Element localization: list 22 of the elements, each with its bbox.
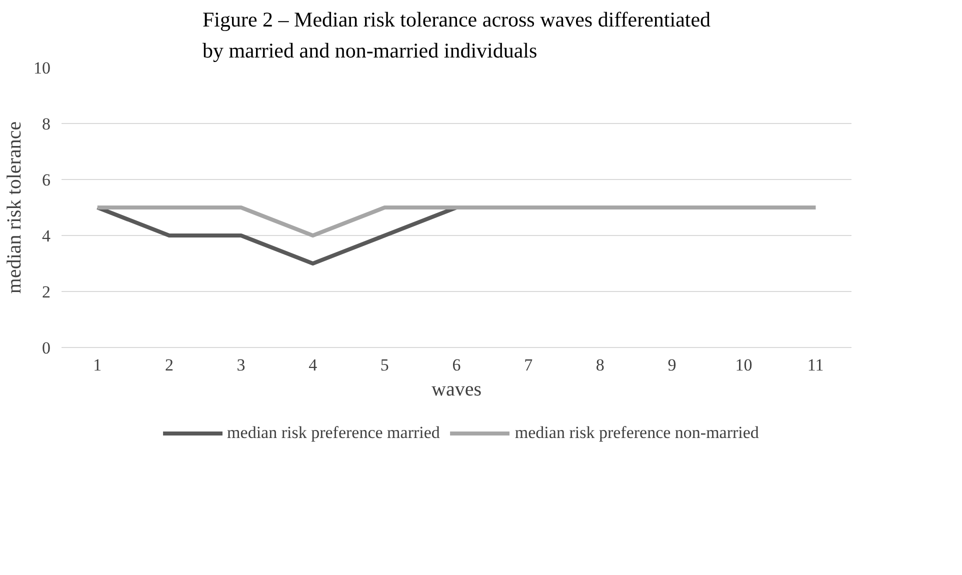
y-tick-label: 10 — [34, 58, 50, 78]
legend-label: median risk preference non-married — [514, 423, 759, 443]
y-axis-title: median risk tolerance — [4, 121, 26, 294]
y-tick-label: 0 — [42, 338, 50, 358]
x-tick-label: 2 — [164, 356, 174, 374]
y-tick-label: 4 — [42, 226, 51, 246]
x-tick-label: 5 — [380, 356, 389, 374]
x-tick-label: 3 — [236, 356, 246, 374]
y-tick-label: 8 — [42, 114, 50, 134]
x-tick-label: 10 — [735, 356, 752, 374]
chart-title: Figure 2 – Median risk tolerance across waves differentiated by married and non-married individuals — [202, 7, 712, 62]
x-tick-label: 1 — [93, 356, 102, 374]
legend-label: median risk preference married — [227, 423, 440, 443]
x-axis-title: waves — [432, 378, 482, 400]
x-tick-label: 8 — [596, 356, 604, 374]
y-tick-label: 6 — [42, 170, 50, 190]
x-tick-label: 9 — [668, 356, 676, 374]
x-tick-label: 7 — [524, 356, 534, 374]
x-tick-label: 6 — [452, 356, 461, 374]
y-tick-label: 2 — [42, 282, 50, 302]
x-tick-label: 11 — [807, 356, 824, 374]
x-tick-label: 4 — [308, 356, 318, 374]
